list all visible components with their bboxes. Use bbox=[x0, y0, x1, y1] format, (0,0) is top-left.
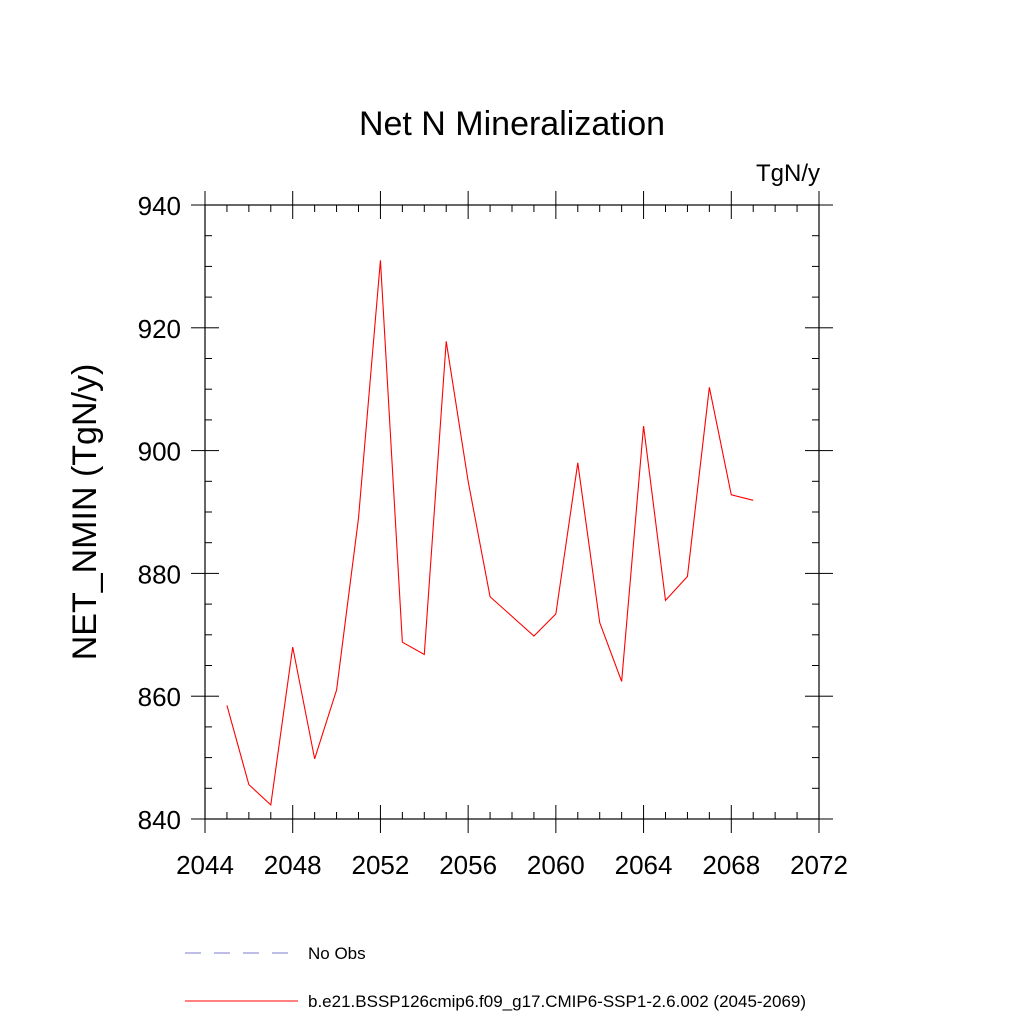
y-tick-label: 880 bbox=[138, 559, 181, 589]
x-tick-label: 2068 bbox=[702, 850, 760, 880]
x-tick-label: 2052 bbox=[352, 850, 410, 880]
y-tick-label: 840 bbox=[138, 805, 181, 835]
x-tick-label: 2072 bbox=[790, 850, 848, 880]
y-axis-label: NET_NMIN (TgN/y) bbox=[66, 364, 104, 661]
chart-title: Net N Mineralization bbox=[359, 105, 665, 143]
legend-label-no-obs: No Obs bbox=[308, 944, 366, 963]
series-line-0 bbox=[226, 260, 754, 806]
legend-label-run: b.e21.BSSP126cmip6.f09_g17.CMIP6-SSP1-2.… bbox=[308, 992, 806, 1011]
legend: No Obs b.e21.BSSP126cmip6.f09_g17.CMIP6-… bbox=[185, 944, 806, 1011]
y-tick-label: 860 bbox=[138, 682, 181, 712]
x-tick-label: 2060 bbox=[527, 850, 585, 880]
axis-tick-labels: 2044 2048 2052 2056 2060 2064 2068 2072 840 860 88… bbox=[138, 191, 848, 880]
axis-ticks bbox=[191, 191, 833, 833]
x-tick-label: 2048 bbox=[264, 850, 322, 880]
x-tick-label: 2056 bbox=[439, 850, 497, 880]
y-tick-label: 900 bbox=[138, 437, 181, 467]
y-tick-label: 920 bbox=[138, 314, 181, 344]
series-layer bbox=[226, 260, 754, 806]
x-tick-label: 2044 bbox=[176, 850, 234, 880]
y-tick-label: 940 bbox=[138, 191, 181, 221]
x-tick-label: 2064 bbox=[615, 850, 673, 880]
plot-frame bbox=[204, 204, 820, 820]
units-label: TgN/y bbox=[756, 160, 820, 187]
